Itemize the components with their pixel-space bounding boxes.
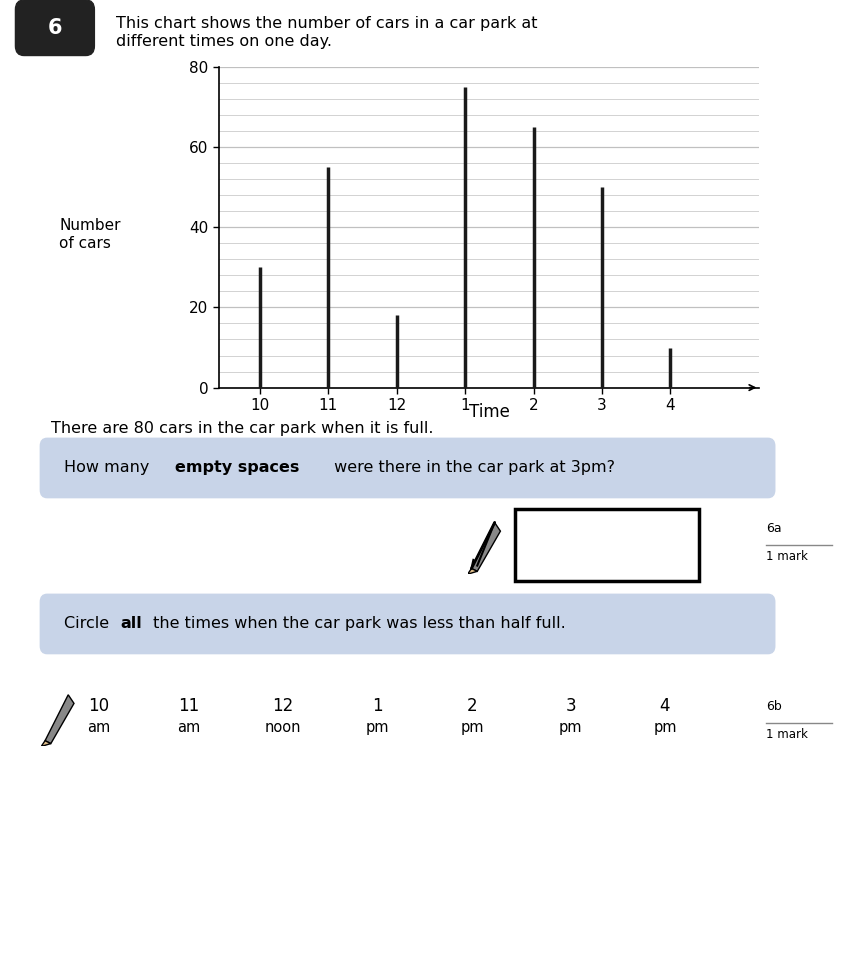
Text: Circle: Circle <box>64 616 115 632</box>
Text: pm: pm <box>460 720 484 735</box>
Text: Time: Time <box>468 403 510 420</box>
Text: noon: noon <box>265 720 301 735</box>
Text: 3: 3 <box>565 698 576 715</box>
Text: am: am <box>249 452 271 466</box>
Text: pm: pm <box>366 720 390 735</box>
Text: 4: 4 <box>660 698 670 715</box>
Polygon shape <box>468 568 477 574</box>
Text: were there in the car park at 3pm?: were there in the car park at 3pm? <box>329 460 614 476</box>
Text: 6a: 6a <box>766 522 782 535</box>
Text: am: am <box>177 720 201 735</box>
Text: There are 80 cars in the car park when it is full.: There are 80 cars in the car park when i… <box>51 421 434 436</box>
Text: pm: pm <box>559 720 583 735</box>
Text: 1: 1 <box>372 698 383 715</box>
Text: 2: 2 <box>467 698 477 715</box>
Polygon shape <box>41 741 51 746</box>
Text: Number
of cars: Number of cars <box>59 218 121 251</box>
Text: 11: 11 <box>178 698 199 715</box>
Text: 12: 12 <box>273 698 293 715</box>
Text: How many: How many <box>64 460 154 476</box>
Polygon shape <box>45 695 74 744</box>
Text: the times when the car park was less than half full.: the times when the car park was less tha… <box>148 616 565 632</box>
Text: 10: 10 <box>88 698 109 715</box>
Text: 6b: 6b <box>766 700 782 713</box>
Text: This chart shows the number of cars in a car park at: This chart shows the number of cars in a… <box>116 16 537 32</box>
Text: am: am <box>87 720 111 735</box>
Text: pm: pm <box>454 452 476 466</box>
Polygon shape <box>472 523 500 571</box>
Text: all: all <box>120 616 142 632</box>
Text: pm: pm <box>653 720 677 735</box>
Text: 6: 6 <box>48 18 62 37</box>
Text: different times on one day.: different times on one day. <box>116 33 332 49</box>
Text: empty spaces: empty spaces <box>175 460 299 476</box>
Text: 1 mark: 1 mark <box>766 728 808 742</box>
Text: 1 mark: 1 mark <box>766 550 808 564</box>
